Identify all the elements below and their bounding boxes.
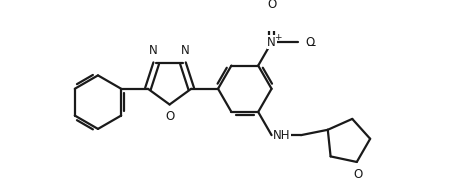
Text: +: + <box>274 33 281 42</box>
Text: O: O <box>305 36 314 49</box>
Text: N: N <box>149 44 158 57</box>
Text: NH: NH <box>273 129 291 142</box>
Text: N: N <box>267 36 276 49</box>
Text: N: N <box>181 44 190 57</box>
Text: O: O <box>165 109 174 123</box>
Text: O: O <box>354 168 363 181</box>
Text: −: − <box>307 39 316 52</box>
Text: O: O <box>267 0 276 11</box>
